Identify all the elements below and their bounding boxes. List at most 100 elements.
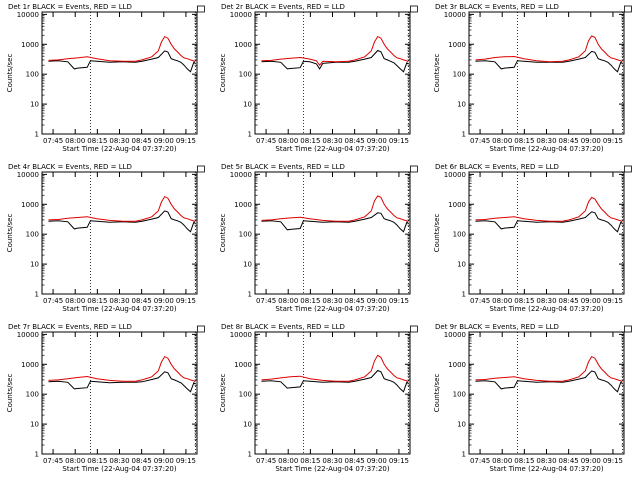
x-tick-label: 08:00: [65, 297, 85, 305]
x-tick-label: 09:15: [603, 137, 623, 145]
y-tick-label: 1: [248, 451, 252, 459]
x-tick-label: 08:30: [322, 297, 342, 305]
series-line-events: [261, 369, 409, 393]
y-tick-label: 10000: [230, 331, 252, 339]
detector-panel-4: Det 4r BLACK = Events, RED = LLD 1 10 100 10…: [6, 163, 205, 313]
series-line-events: [48, 50, 196, 73]
detector-panel-2: Det 2r BLACK = Events, RED = LLD 1 10 100 10…: [219, 3, 418, 153]
y-axis-label: Counts/sec: [433, 54, 441, 93]
y-tick-label: 1000: [448, 41, 466, 49]
series-line-events: [475, 211, 623, 233]
y-tick-label: 10: [30, 421, 39, 429]
x-tick-label: 08:15: [300, 457, 320, 465]
x-tick-label: 08:00: [65, 457, 85, 465]
x-axis-label: Start Time (22-Aug-04 07:37:20): [62, 145, 176, 153]
y-tick-label: 1: [462, 131, 466, 139]
y-tick-label: 100: [453, 391, 466, 399]
x-tick-label: 09:15: [176, 297, 196, 305]
x-tick-label: 08:45: [132, 457, 152, 465]
y-axis-label: Counts/sec: [433, 374, 441, 413]
series-line-lld: [261, 195, 409, 223]
x-tick-label: 08:45: [345, 137, 365, 145]
x-tick-label: 07:45: [470, 137, 490, 145]
x-tick-label: 08:30: [536, 457, 556, 465]
x-tick-label: 09:15: [389, 457, 409, 465]
x-tick-label: 08:00: [65, 137, 85, 145]
x-tick-label: 08:30: [536, 137, 556, 145]
top-marker-box: [409, 5, 418, 13]
x-tick-label: 08:00: [492, 297, 512, 305]
series-line-lld: [475, 196, 623, 223]
y-tick-label: 10000: [444, 171, 466, 179]
y-tick-label: 1000: [234, 41, 252, 49]
x-tick-label: 09:15: [603, 297, 623, 305]
y-tick-label: 10: [30, 261, 39, 269]
x-tick-label: 09:15: [389, 137, 409, 145]
top-marker-box: [623, 5, 632, 13]
y-tick-label: 10: [243, 261, 252, 269]
y-tick-label: 10000: [444, 11, 466, 19]
x-tick-label: 08:15: [87, 457, 107, 465]
series-line-lld: [475, 355, 623, 383]
series-line-lld: [48, 35, 196, 63]
x-tick-label: 09:15: [176, 457, 196, 465]
series-line-events: [48, 371, 196, 393]
plot-frame: [254, 171, 411, 295]
x-tick-label: 07:45: [256, 297, 276, 305]
y-tick-label: 10: [457, 261, 466, 269]
y-tick-label: 10: [243, 421, 252, 429]
x-tick-label: 09:00: [581, 137, 601, 145]
detector-panel-9: Det 9r BLACK = Events, RED = LLD 1 10 100 10…: [433, 323, 632, 473]
y-tick-label: 1: [35, 291, 39, 299]
panel-title: Det 9r BLACK = Events, RED = LLD: [435, 323, 559, 331]
x-tick-label: 07:45: [470, 297, 490, 305]
panel-title: Det 2r BLACK = Events, RED = LLD: [221, 3, 345, 11]
x-tick-label: 09:00: [154, 297, 174, 305]
series-line-events: [475, 370, 623, 393]
x-tick-label: 08:15: [87, 297, 107, 305]
detector-panel-6: Det 6r BLACK = Events, RED = LLD 1 10 100 10…: [433, 163, 632, 313]
y-tick-label: 100: [239, 391, 252, 399]
y-tick-label: 10: [457, 101, 466, 109]
x-tick-label: 08:15: [514, 297, 534, 305]
x-axis-label: Start Time (22-Aug-04 07:37:20): [62, 305, 176, 313]
x-tick-label: 09:00: [367, 457, 387, 465]
y-tick-label: 1000: [234, 201, 252, 209]
x-tick-label: 09:00: [581, 297, 601, 305]
detector-panel-1: Det 1r BLACK = Events, RED = LLD 1 10 100 10…: [6, 3, 205, 153]
plot-frame: [468, 11, 625, 135]
x-axis-label: Start Time (22-Aug-04 07:37:20): [62, 465, 176, 473]
y-tick-label: 1000: [234, 361, 252, 369]
panel-title: Det 1r BLACK = Events, RED = LLD: [8, 3, 132, 11]
detector-panel-7: Det 7r BLACK = Events, RED = LLD 1 10 100 10…: [6, 323, 205, 473]
x-axis-label: Start Time (22-Aug-04 07:37:20): [275, 305, 389, 313]
y-axis-label: Counts/sec: [433, 214, 441, 253]
x-tick-label: 08:00: [492, 137, 512, 145]
plot-frame: [41, 171, 198, 295]
x-axis-label: Start Time (22-Aug-04 07:37:20): [275, 145, 389, 153]
x-axis-label: Start Time (22-Aug-04 07:37:20): [489, 465, 603, 473]
x-tick-label: 08:30: [322, 457, 342, 465]
y-tick-label: 1000: [448, 201, 466, 209]
series-line-lld: [48, 195, 196, 223]
x-tick-label: 08:15: [300, 137, 320, 145]
x-tick-label: 09:15: [603, 457, 623, 465]
detector-panel-5: Det 5r BLACK = Events, RED = LLD 1 10 100 10…: [219, 163, 418, 313]
plot-frame: [41, 331, 198, 455]
x-tick-label: 07:45: [43, 297, 63, 305]
y-tick-label: 100: [26, 71, 39, 79]
y-axis-label: Counts/sec: [219, 374, 227, 413]
x-tick-label: 08:30: [109, 297, 129, 305]
detector-panel-3: Det 3r BLACK = Events, RED = LLD 1 10 100 10…: [433, 3, 632, 153]
top-marker-box: [409, 325, 418, 333]
series-line-lld: [48, 355, 196, 383]
x-tick-label: 08:00: [492, 457, 512, 465]
y-tick-label: 10: [30, 101, 39, 109]
x-tick-label: 08:15: [87, 137, 107, 145]
y-tick-label: 1: [462, 451, 466, 459]
plot-frame: [41, 11, 198, 135]
y-tick-label: 100: [26, 391, 39, 399]
x-tick-label: 07:45: [43, 457, 63, 465]
